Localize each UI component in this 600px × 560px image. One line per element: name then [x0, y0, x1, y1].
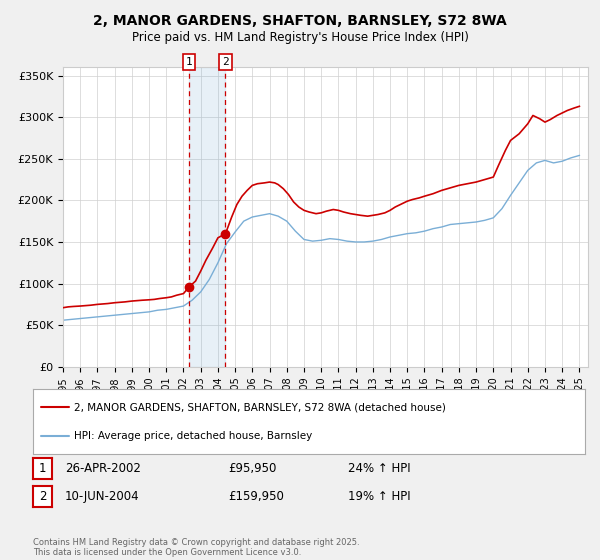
Text: Price paid vs. HM Land Registry's House Price Index (HPI): Price paid vs. HM Land Registry's House …: [131, 31, 469, 44]
Text: Contains HM Land Registry data © Crown copyright and database right 2025.
This d: Contains HM Land Registry data © Crown c…: [33, 538, 359, 557]
Text: 24% ↑ HPI: 24% ↑ HPI: [348, 461, 410, 475]
Text: 1: 1: [39, 461, 46, 475]
Text: 2, MANOR GARDENS, SHAFTON, BARNSLEY, S72 8WA (detached house): 2, MANOR GARDENS, SHAFTON, BARNSLEY, S72…: [74, 402, 446, 412]
Text: 2: 2: [39, 489, 46, 503]
Text: 2, MANOR GARDENS, SHAFTON, BARNSLEY, S72 8WA: 2, MANOR GARDENS, SHAFTON, BARNSLEY, S72…: [93, 14, 507, 28]
Text: £95,950: £95,950: [228, 461, 277, 475]
Text: £159,950: £159,950: [228, 489, 284, 503]
Text: 1: 1: [185, 57, 193, 67]
Text: 19% ↑ HPI: 19% ↑ HPI: [348, 489, 410, 503]
Bar: [189, 67, 226, 367]
Text: 10-JUN-2004: 10-JUN-2004: [65, 489, 139, 503]
Text: 2: 2: [222, 57, 229, 67]
Text: HPI: Average price, detached house, Barnsley: HPI: Average price, detached house, Barn…: [74, 431, 313, 441]
Text: 26-APR-2002: 26-APR-2002: [65, 461, 140, 475]
